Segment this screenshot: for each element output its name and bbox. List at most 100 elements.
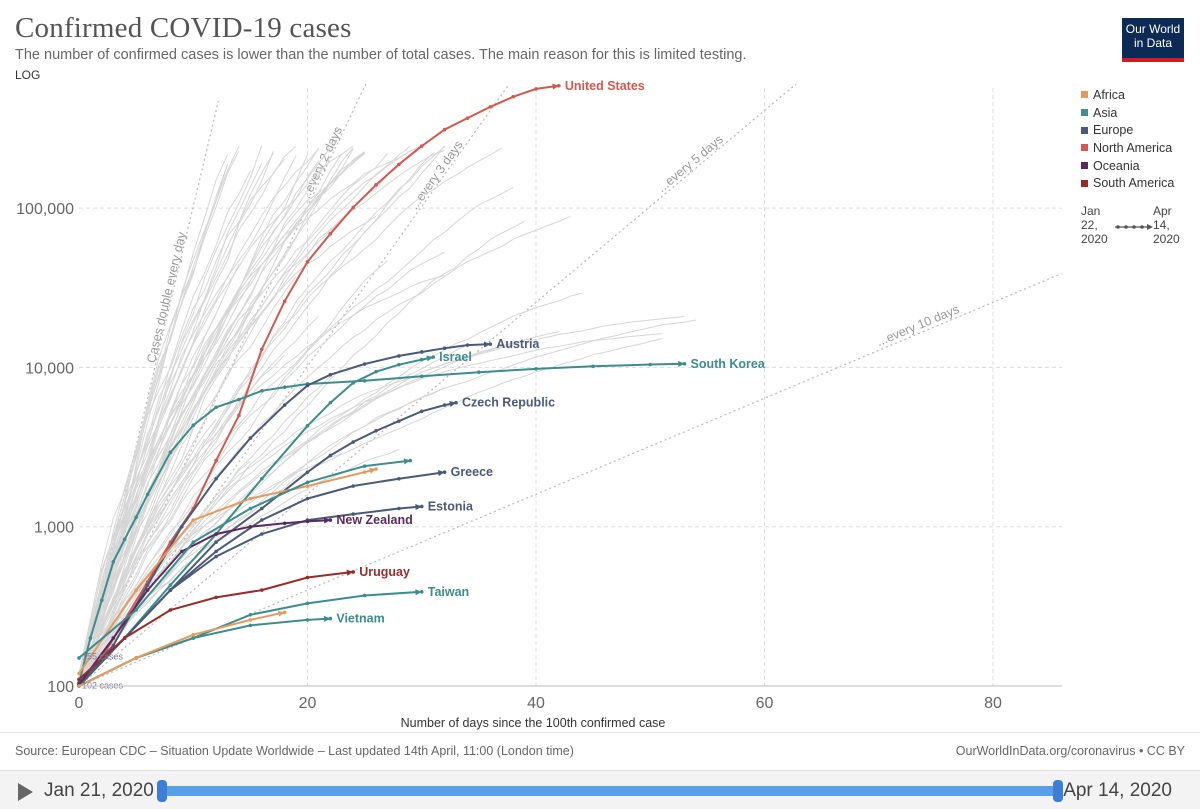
- country-label: Czech Republic: [462, 396, 555, 410]
- series-arrow: [323, 517, 331, 524]
- series-line: [78, 356, 434, 687]
- legend-label-oceania: Oceania: [1093, 158, 1140, 173]
- country-label: Taiwan: [428, 585, 469, 599]
- footer-divider: [0, 732, 1200, 733]
- timeline-start-handle[interactable]: [157, 780, 167, 802]
- country-label: Vietnam: [336, 612, 384, 626]
- start-annotation: 155 cases: [82, 652, 124, 662]
- series-point: [374, 369, 378, 374]
- series-arrow: [437, 470, 445, 477]
- background-line: [78, 148, 320, 681]
- series-arrow: [277, 610, 285, 617]
- background-line: [78, 153, 365, 676]
- credit-link[interactable]: OurWorldInData.org/coronavirus • CC BY: [955, 744, 1185, 758]
- series-point: [260, 388, 264, 393]
- timeline-end-date: Apr 14, 2020: [1063, 780, 1172, 801]
- background-line: [78, 251, 445, 684]
- series-point: [248, 524, 253, 529]
- series-point: [511, 94, 515, 99]
- series-point: [260, 588, 264, 592]
- series-point: [328, 518, 333, 522]
- series-point: [328, 616, 333, 621]
- mini-timeline-arrow: [1115, 224, 1153, 230]
- series-point: [362, 362, 367, 366]
- legend-item-africa[interactable]: Africa: [1081, 86, 1174, 104]
- series-arrow: [323, 615, 331, 622]
- series-point: [134, 515, 138, 520]
- series-arrow: [483, 341, 491, 348]
- y-tick-label: 100,000: [16, 201, 74, 218]
- series-point: [100, 598, 104, 602]
- series-point: [534, 87, 538, 91]
- series-point: [397, 506, 401, 511]
- series-point: [419, 374, 424, 379]
- covid-cases-chart[interactable]: Cases double every day...every 2 days...…: [0, 80, 1075, 730]
- doubling-line-label: ...every 5 days: [655, 132, 726, 195]
- source-note[interactable]: Source: European CDC – Situation Update …: [15, 744, 574, 758]
- series-point: [282, 385, 287, 389]
- series-line: [78, 401, 457, 681]
- series-point: [351, 440, 356, 444]
- series-point: [168, 608, 173, 612]
- series-point: [362, 379, 367, 383]
- log-scale-toggle[interactable]: LOG: [15, 68, 41, 82]
- background-line: [78, 145, 422, 680]
- series-point: [362, 464, 367, 468]
- series-point: [248, 623, 253, 628]
- series-point: [191, 518, 196, 522]
- series-line: [78, 459, 411, 659]
- mini-timeline-end: Apr 14, 2020: [1153, 204, 1180, 246]
- legend-swatch-africa: [1081, 91, 1088, 99]
- country-label: Israel: [439, 350, 472, 364]
- series-point: [305, 519, 310, 524]
- chart-title: Confirmed COVID-19 cases: [15, 12, 352, 44]
- owid-logo[interactable]: Our World in Data: [1122, 18, 1184, 62]
- legend-item-south-america[interactable]: South America: [1081, 174, 1174, 192]
- series-point: [362, 593, 367, 598]
- series-point: [351, 381, 356, 385]
- series-point: [305, 618, 310, 622]
- timeline-start-date: Jan 21, 2020: [44, 780, 154, 801]
- x-tick-label: 0: [75, 695, 84, 712]
- background-line: [78, 153, 343, 680]
- series-point: [248, 496, 253, 501]
- play-icon[interactable]: [18, 783, 33, 801]
- series-point: [248, 618, 253, 622]
- series-point: [408, 458, 413, 463]
- y-tick-label: 1,000: [34, 520, 74, 537]
- series-point: [248, 436, 253, 440]
- series-point: [397, 354, 401, 358]
- series-point: [77, 671, 81, 676]
- series-point: [260, 506, 264, 511]
- background-line: [78, 186, 514, 675]
- background-line: [78, 145, 263, 677]
- legend-item-north-america[interactable]: North America: [1081, 139, 1174, 157]
- country-label: Uruguay: [359, 565, 410, 579]
- series-point: [328, 400, 333, 405]
- series-point: [351, 205, 356, 210]
- series-point: [191, 540, 196, 544]
- timeline-slider-track[interactable]: [162, 786, 1058, 796]
- doubling-line: [78, 83, 367, 687]
- country-labels: United States South Korea Austria Israel Cze…: [82, 80, 766, 691]
- background-line: [78, 170, 251, 686]
- background-line: [78, 314, 217, 676]
- series-point: [168, 588, 173, 592]
- series-point: [397, 419, 401, 423]
- legend-item-asia[interactable]: Asia: [1081, 104, 1174, 122]
- series-point: [591, 364, 595, 369]
- series-point: [397, 476, 401, 481]
- series-point: [419, 357, 424, 362]
- timeline-end-handle[interactable]: [1053, 780, 1063, 802]
- series-point: [260, 518, 264, 522]
- legend-swatch-south-america: [1081, 179, 1088, 187]
- country-series-lines: [77, 83, 687, 688]
- legend-item-oceania[interactable]: Oceania: [1081, 157, 1174, 175]
- background-line: [78, 146, 445, 681]
- background-line: [78, 387, 445, 680]
- background-line: [78, 292, 582, 683]
- background-line: [78, 152, 365, 676]
- legend-item-europe[interactable]: Europe: [1081, 121, 1174, 139]
- background-line: [78, 145, 445, 675]
- series-point: [111, 636, 116, 640]
